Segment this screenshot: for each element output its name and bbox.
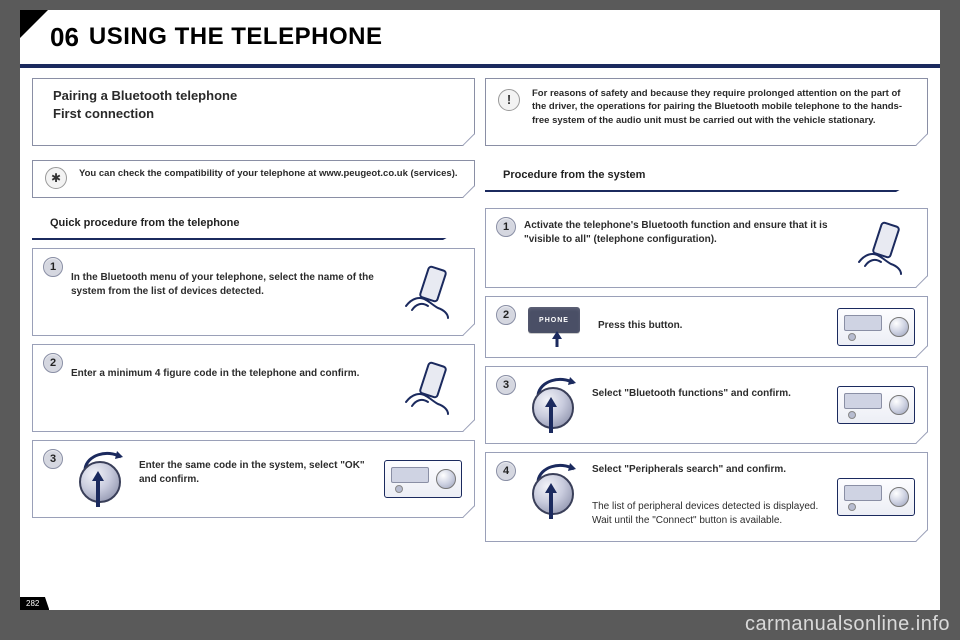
phone-in-hand-icon: [392, 353, 464, 423]
left-step-3: 3 Enter the same code in the system, sel…: [32, 440, 475, 518]
left-column: Quick procedure from the telephone 1 In …: [32, 208, 475, 542]
radio-unit-icon: [835, 461, 917, 533]
page-number: 282: [20, 597, 49, 610]
right-intro-col: Procedure from the system: [485, 160, 928, 198]
phone-button-graphic: PHONE: [524, 305, 590, 349]
procedure-telephone-label: Quick procedure from the telephone: [50, 217, 239, 229]
step-number: 4: [496, 461, 516, 481]
section-number: 06: [50, 22, 79, 53]
watermark: carmanualsonline.info: [745, 613, 950, 636]
page-title: USING THE TELEPHONE: [89, 23, 383, 51]
pairing-title-box: Pairing a Bluetooth telephone First conn…: [32, 78, 475, 146]
main-columns: Quick procedure from the telephone 1 In …: [20, 202, 940, 542]
safety-warning-box: ! For reasons of safety and because they…: [485, 78, 928, 146]
procedure-telephone-title: Quick procedure from the telephone: [32, 208, 475, 240]
step-number: 1: [43, 257, 63, 277]
phone-hardware-button: PHONE: [528, 307, 580, 333]
step-text-secondary: The list of peripheral devices detected …: [592, 500, 827, 533]
header-corner-decor: [20, 10, 48, 38]
right-column: 1 Activate the telephone's Bluetooth fun…: [485, 208, 928, 542]
pairing-title-line2: First connection: [53, 105, 464, 123]
right-step-2: 2 PHONE Press this button.: [485, 296, 928, 358]
dial-arrow-icon: [524, 461, 584, 533]
right-step-1: 1 Activate the telephone's Bluetooth fun…: [485, 208, 928, 288]
compatibility-tip-text: You can check the compatibility of your …: [79, 167, 464, 180]
left-step-1: 1 In the Bluetooth menu of your telephon…: [32, 248, 475, 336]
phone-in-hand-icon: [845, 217, 917, 279]
step-text: Activate the telephone's Bluetooth funct…: [524, 217, 837, 279]
left-step-2: 2 Enter a minimum 4 figure code in the t…: [32, 344, 475, 432]
dial-arrow-icon: [71, 449, 131, 509]
lightbulb-icon: ✱: [45, 167, 67, 189]
right-step-4: 4 Select "Peripherals search" and confir…: [485, 452, 928, 542]
radio-unit-icon: [835, 375, 917, 435]
page-header: 06 USING THE TELEPHONE: [20, 10, 940, 68]
step-text: Press this button.: [598, 305, 827, 349]
tip-col: ✱ You can check the compatibility of you…: [32, 160, 475, 198]
procedure-system-title: Procedure from the system: [485, 160, 928, 192]
manual-page: 06 USING THE TELEPHONE Pairing a Bluetoo…: [20, 10, 940, 610]
step-number: 3: [496, 375, 516, 395]
radio-unit-icon: [382, 449, 464, 509]
step-number: 1: [496, 217, 516, 237]
step-text-primary: Select "Peripherals search" and confirm.: [592, 463, 827, 496]
radio-unit-icon: [835, 305, 917, 349]
safety-warning-text: For reasons of safety and because they r…: [532, 87, 917, 127]
step-text: In the Bluetooth menu of your telephone,…: [71, 257, 384, 327]
subheader-row: Pairing a Bluetooth telephone First conn…: [20, 68, 940, 150]
step-text: Enter the same code in the system, selec…: [139, 449, 374, 509]
step-text: Select "Bluetooth functions" and confirm…: [592, 375, 827, 435]
step-text: Enter a minimum 4 figure code in the tel…: [71, 353, 384, 423]
phone-in-hand-icon: [392, 257, 464, 327]
warning-icon: !: [498, 89, 520, 111]
secondary-row: ✱ You can check the compatibility of you…: [20, 150, 940, 202]
step-number: 2: [43, 353, 63, 373]
subheader-right: ! For reasons of safety and because they…: [485, 78, 928, 146]
compatibility-tip-box: ✱ You can check the compatibility of you…: [32, 160, 475, 198]
step-number: 3: [43, 449, 63, 469]
step-number: 2: [496, 305, 516, 325]
pairing-title-line1: Pairing a Bluetooth telephone: [53, 87, 464, 105]
right-step-3: 3 Select "Bluetooth functions" and confi…: [485, 366, 928, 444]
dial-arrow-icon: [524, 375, 584, 435]
subheader-left: Pairing a Bluetooth telephone First conn…: [32, 78, 475, 146]
procedure-system-label: Procedure from the system: [503, 169, 645, 181]
